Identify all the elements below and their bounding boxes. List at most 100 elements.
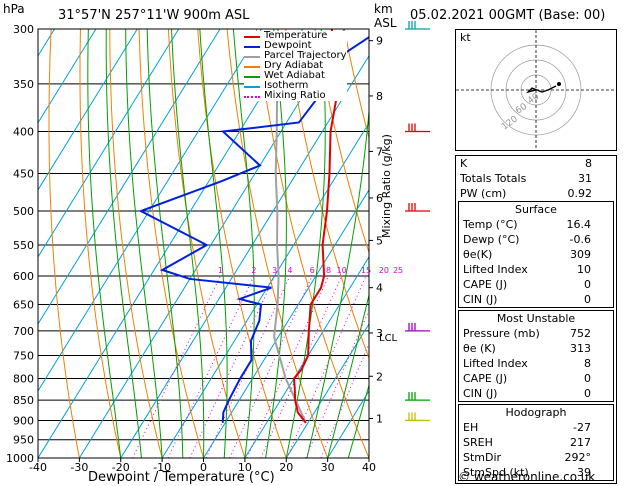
most-unstable-row: CIN (J) 0 <box>459 386 613 401</box>
mixing-ratio-line <box>132 275 221 458</box>
surface-row: CAPE (J) 0 <box>459 277 613 292</box>
most-unstable-value: 752 <box>570 327 591 340</box>
most-unstable-row: Lifted Index 8 <box>459 356 613 371</box>
pressure-tick-label: 650 <box>13 299 34 312</box>
x-tick-label: 30 <box>321 461 335 474</box>
dry-adiabat-line <box>285 29 369 360</box>
legend-label: Temperature <box>264 30 328 41</box>
wet-adiabat-line <box>125 29 163 458</box>
lcl-label: LCL <box>379 333 398 344</box>
km-tick-label: 4 <box>376 282 383 295</box>
pressure-tick-label: 700 <box>13 325 34 338</box>
hodograph-panel: kt 120 60 40 <box>455 29 617 151</box>
surface-row: CIN (J) 0 <box>459 292 613 307</box>
hodograph-ring-label-2: 60 <box>514 102 529 117</box>
legend-swatch <box>244 56 260 58</box>
most-unstable-label: Lifted Index <box>463 357 528 370</box>
most-unstable-row: Pressure (mb) 752 <box>459 326 613 341</box>
isotherm-line <box>38 29 138 191</box>
plot-area <box>0 29 369 458</box>
wet-adiabat-line <box>146 29 184 458</box>
km-tick-label: 3 <box>376 327 383 340</box>
precipitable-water-row: PW (cm) 0.92 <box>460 187 592 200</box>
hodograph-ring-label-3: 120 <box>500 114 520 132</box>
legend-label: Dewpoint <box>264 40 312 51</box>
pressure-tick-label: 300 <box>13 23 34 36</box>
legend-item: Isotherm <box>244 81 347 91</box>
legend-item: Dry Adiabat <box>244 61 347 71</box>
dry-adiabat-line <box>314 29 369 255</box>
wet-adiabat-line <box>265 29 287 458</box>
pressure-tick-label: 500 <box>13 205 34 218</box>
dry-adiabat-line <box>79 29 122 458</box>
mixing-ratio-label: 3 <box>272 266 277 275</box>
x-tick-label: 10 <box>238 461 252 474</box>
surface-value: 10 <box>577 263 591 276</box>
y-axis-label-right: Mixing Ratio (g/kg) <box>380 134 393 238</box>
dry-adiabat-line <box>109 29 163 458</box>
wet-adiabat-line <box>306 105 369 458</box>
surface-label: CIN (J) <box>463 293 498 306</box>
parcel-trajectory-line <box>273 29 307 424</box>
legend-item: Wet Adiabat <box>244 71 347 81</box>
isotherm-line <box>38 29 97 124</box>
pressure-tick-label: 400 <box>13 126 34 139</box>
hodograph-table-label: SREH <box>463 436 493 449</box>
x-tick-label: 0 <box>200 461 207 474</box>
hodograph-table-value: 292° <box>564 451 592 464</box>
surface-row: θe(K) 309 <box>459 247 613 262</box>
mixing-ratio-label: 10 <box>337 266 347 275</box>
dry-adiabat-line <box>255 29 369 458</box>
surface-value: 0 <box>584 293 591 306</box>
legend-swatch <box>244 36 260 38</box>
x-tick-label: -30 <box>70 461 88 474</box>
pressure-tick-label: 1000 <box>6 452 34 465</box>
legend-label: Dry Adiabat <box>264 60 324 71</box>
legend-swatch <box>244 76 260 78</box>
most-unstable-label: CIN (J) <box>463 387 498 400</box>
hodograph-table-value: 217 <box>570 436 591 449</box>
isotherm-line <box>38 29 262 392</box>
isotherm-line <box>38 29 180 258</box>
hodograph-ring-label-1: 40 <box>526 92 541 107</box>
km-tick-label: 5 <box>376 234 383 247</box>
copyright-footer: © weatheronline.co.uk <box>458 470 596 484</box>
hodograph-storm-marker <box>557 82 561 86</box>
pressure-tick-label: 950 <box>13 434 34 447</box>
mixing-ratio-line <box>229 275 313 458</box>
hodograph-trace <box>525 85 557 94</box>
mixing-ratio-label: 25 <box>393 266 403 275</box>
surface-row: Dewp (°C) -0.6 <box>459 232 613 247</box>
most-unstable-row: θe (K) 313 <box>459 341 613 356</box>
hodograph-table-row: SREH 217 <box>459 435 613 450</box>
x-tick-label: -10 <box>153 461 171 474</box>
hodograph-table-row: StmDir 292° <box>459 450 613 465</box>
isotherm-line <box>285 322 369 458</box>
hodograph-table-row: EH -27 <box>459 420 613 435</box>
km-tick-label: 2 <box>376 370 383 383</box>
pressure-tick-label: 850 <box>13 394 34 407</box>
legend-item: Parcel Trajectory <box>244 51 347 61</box>
surface-value: -0.6 <box>569 233 591 246</box>
hodograph-table-row: StmSpd (kt) 39 <box>459 465 613 480</box>
mixing-ratio-label: 2 <box>251 266 256 275</box>
hodograph-plot: 120 60 40 <box>456 30 616 150</box>
mixing-ratio-line <box>320 342 369 458</box>
wet-adiabat-line <box>285 29 326 458</box>
dewpoint-line <box>138 35 369 423</box>
legend-item: Mixing Ratio <box>244 91 347 101</box>
isotherm-line <box>0 29 13 458</box>
surface-value: 0 <box>584 278 591 291</box>
mixing-ratio-label: 20 <box>379 266 389 275</box>
surface-row: Lifted Index 10 <box>459 262 613 277</box>
mixing-ratio-line <box>167 275 255 458</box>
surface-row: Temp (°C) 16.4 <box>459 217 613 232</box>
location-title: 31°57'N 257°11'W 900m ASL <box>58 8 250 23</box>
hodograph-table-label: EH <box>463 421 479 434</box>
x-tick-label: 20 <box>279 461 293 474</box>
mixing-ratio-label: 6 <box>310 266 315 275</box>
most-unstable-row: CAPE (J) 0 <box>459 371 613 386</box>
